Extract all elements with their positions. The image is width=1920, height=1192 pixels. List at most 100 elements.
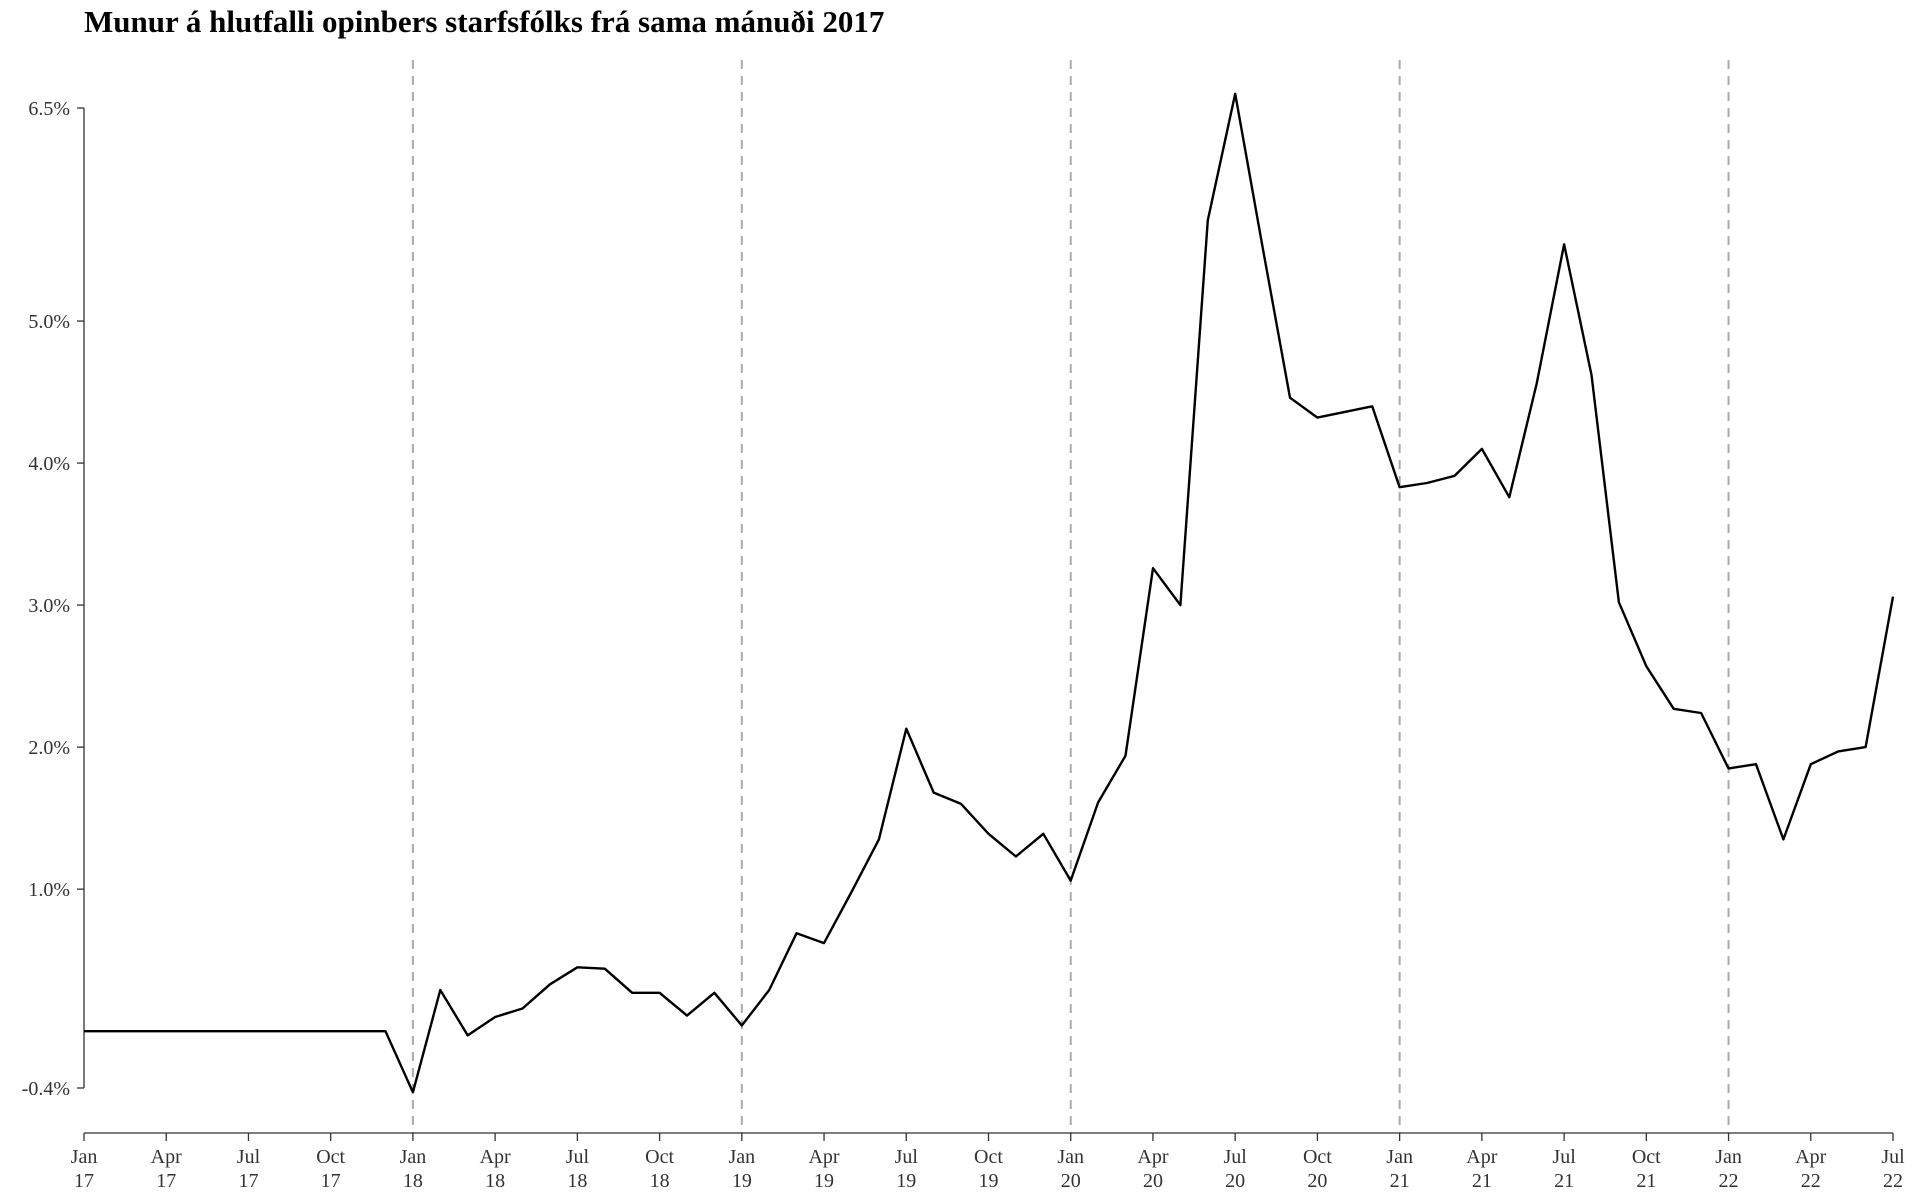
x-tick-label-year: 20 <box>1143 1170 1163 1192</box>
data-point <box>631 992 633 994</box>
data-point <box>192 1030 194 1032</box>
x-tick-label-year: 20 <box>1307 1170 1327 1192</box>
x-tick-label-year: 18 <box>485 1170 505 1192</box>
data-point <box>1070 879 1072 881</box>
x-tick-label-year: 17 <box>74 1170 94 1192</box>
x-tick-label-year: 21 <box>1390 1170 1410 1192</box>
x-tick-label-month: Jan <box>1057 1146 1084 1168</box>
data-point <box>1398 486 1400 488</box>
data-point <box>1645 665 1647 667</box>
data-point <box>1481 448 1483 450</box>
data-point <box>412 1091 414 1093</box>
x-tick-label-month: Oct <box>1632 1146 1661 1168</box>
data-point <box>713 992 715 994</box>
x-tick-label-month: Oct <box>974 1146 1003 1168</box>
data-point <box>83 1030 85 1032</box>
y-tick-label: 2.0% <box>28 737 70 759</box>
x-tick-label-month: Apr <box>151 1146 182 1168</box>
data-point <box>878 838 880 840</box>
x-tick-label-month: Jan <box>1715 1146 1742 1168</box>
data-point <box>795 932 797 934</box>
x-tick-label-year: 21 <box>1554 1170 1574 1192</box>
data-point <box>576 966 578 968</box>
x-tick-label-year: 20 <box>1225 1170 1245 1192</box>
data-point <box>1535 382 1537 384</box>
series-line <box>84 92 1895 1094</box>
data-point <box>1837 750 1839 752</box>
data-point <box>1618 601 1620 603</box>
x-tick-label-month: Jul <box>237 1146 261 1168</box>
data-point <box>1426 482 1428 484</box>
x-tick-label-month: Oct <box>316 1146 345 1168</box>
x-tick-label-month: Jul <box>1552 1146 1576 1168</box>
x-tick-label-year: 19 <box>732 1170 752 1192</box>
data-point <box>932 791 934 793</box>
x-tick-label-year: 22 <box>1883 1170 1903 1192</box>
x-tick-label-month: Jan <box>400 1146 427 1168</box>
data-point <box>357 1030 359 1032</box>
x-tick-label-month: Jul <box>566 1146 590 1168</box>
x-tick-label-month: Oct <box>1303 1146 1332 1168</box>
data-point <box>1727 767 1729 769</box>
x-tick-label-year: 22 <box>1719 1170 1739 1192</box>
x-tick-label-month: Jan <box>71 1146 98 1168</box>
data-point <box>275 1030 277 1032</box>
data-point <box>768 989 770 991</box>
data-point <box>1673 708 1675 710</box>
data-point <box>1207 219 1209 221</box>
data-point <box>1810 763 1812 765</box>
data-point <box>1892 595 1894 597</box>
data-point <box>987 833 989 835</box>
y-tick-label: 1.0% <box>28 879 70 901</box>
x-tick-label-year: 22 <box>1801 1170 1821 1192</box>
data-point <box>329 1030 331 1032</box>
data-point <box>1590 374 1592 376</box>
data-point <box>1508 496 1510 498</box>
x-tick-label-year: 21 <box>1472 1170 1492 1192</box>
data-point <box>741 1024 743 1026</box>
data-point <box>1152 567 1154 569</box>
data-point <box>1371 405 1373 407</box>
data-point <box>1042 833 1044 835</box>
x-tick-label-month: Oct <box>645 1146 674 1168</box>
data-point <box>658 992 660 994</box>
x-tick-label-month: Jan <box>728 1146 755 1168</box>
x-tick-label-year: 17 <box>321 1170 341 1192</box>
data-point <box>850 891 852 893</box>
data-point <box>521 1007 523 1009</box>
x-tick-label-month: Apr <box>1795 1146 1826 1168</box>
x-tick-label-year: 20 <box>1061 1170 1081 1192</box>
data-point <box>1289 397 1291 399</box>
y-tick-label: -0.4% <box>22 1078 70 1100</box>
x-tick-label-year: 21 <box>1636 1170 1656 1192</box>
x-tick-label-month: Apr <box>1137 1146 1168 1168</box>
x-tick-label-year: 17 <box>156 1170 176 1192</box>
y-tick-label: 6.5% <box>28 98 70 120</box>
data-point <box>138 1030 140 1032</box>
data-point <box>1700 712 1702 714</box>
x-tick-label-month: Apr <box>1466 1146 1497 1168</box>
data-point <box>1234 93 1236 95</box>
data-point <box>823 942 825 944</box>
data-point <box>960 803 962 805</box>
data-point <box>1344 411 1346 413</box>
y-tick-label: 5.0% <box>28 311 70 333</box>
data-point <box>1097 801 1099 803</box>
x-tick-label-month: Jul <box>1881 1146 1905 1168</box>
x-axis-ticks: Jan17Apr17Jul17Oct17Jan18Apr18Jul18Oct18… <box>71 1133 1905 1192</box>
data-point <box>1316 416 1318 418</box>
data-point <box>494 1016 496 1018</box>
data-point <box>467 1034 469 1036</box>
x-tick-label-month: Apr <box>808 1146 839 1168</box>
x-tick-label-year: 19 <box>814 1170 834 1192</box>
data-point <box>1782 838 1784 840</box>
x-tick-label-year: 18 <box>567 1170 587 1192</box>
x-tick-label-year: 19 <box>896 1170 916 1192</box>
x-tick-label-month: Apr <box>480 1146 511 1168</box>
chart-title: Munur á hlutfalli opinbers starfsfólks f… <box>84 4 885 39</box>
x-tick-label-month: Jul <box>1224 1146 1248 1168</box>
x-tick-label-year: 18 <box>650 1170 670 1192</box>
data-point <box>1015 855 1017 857</box>
x-tick-label-month: Jul <box>895 1146 919 1168</box>
data-point <box>384 1030 386 1032</box>
